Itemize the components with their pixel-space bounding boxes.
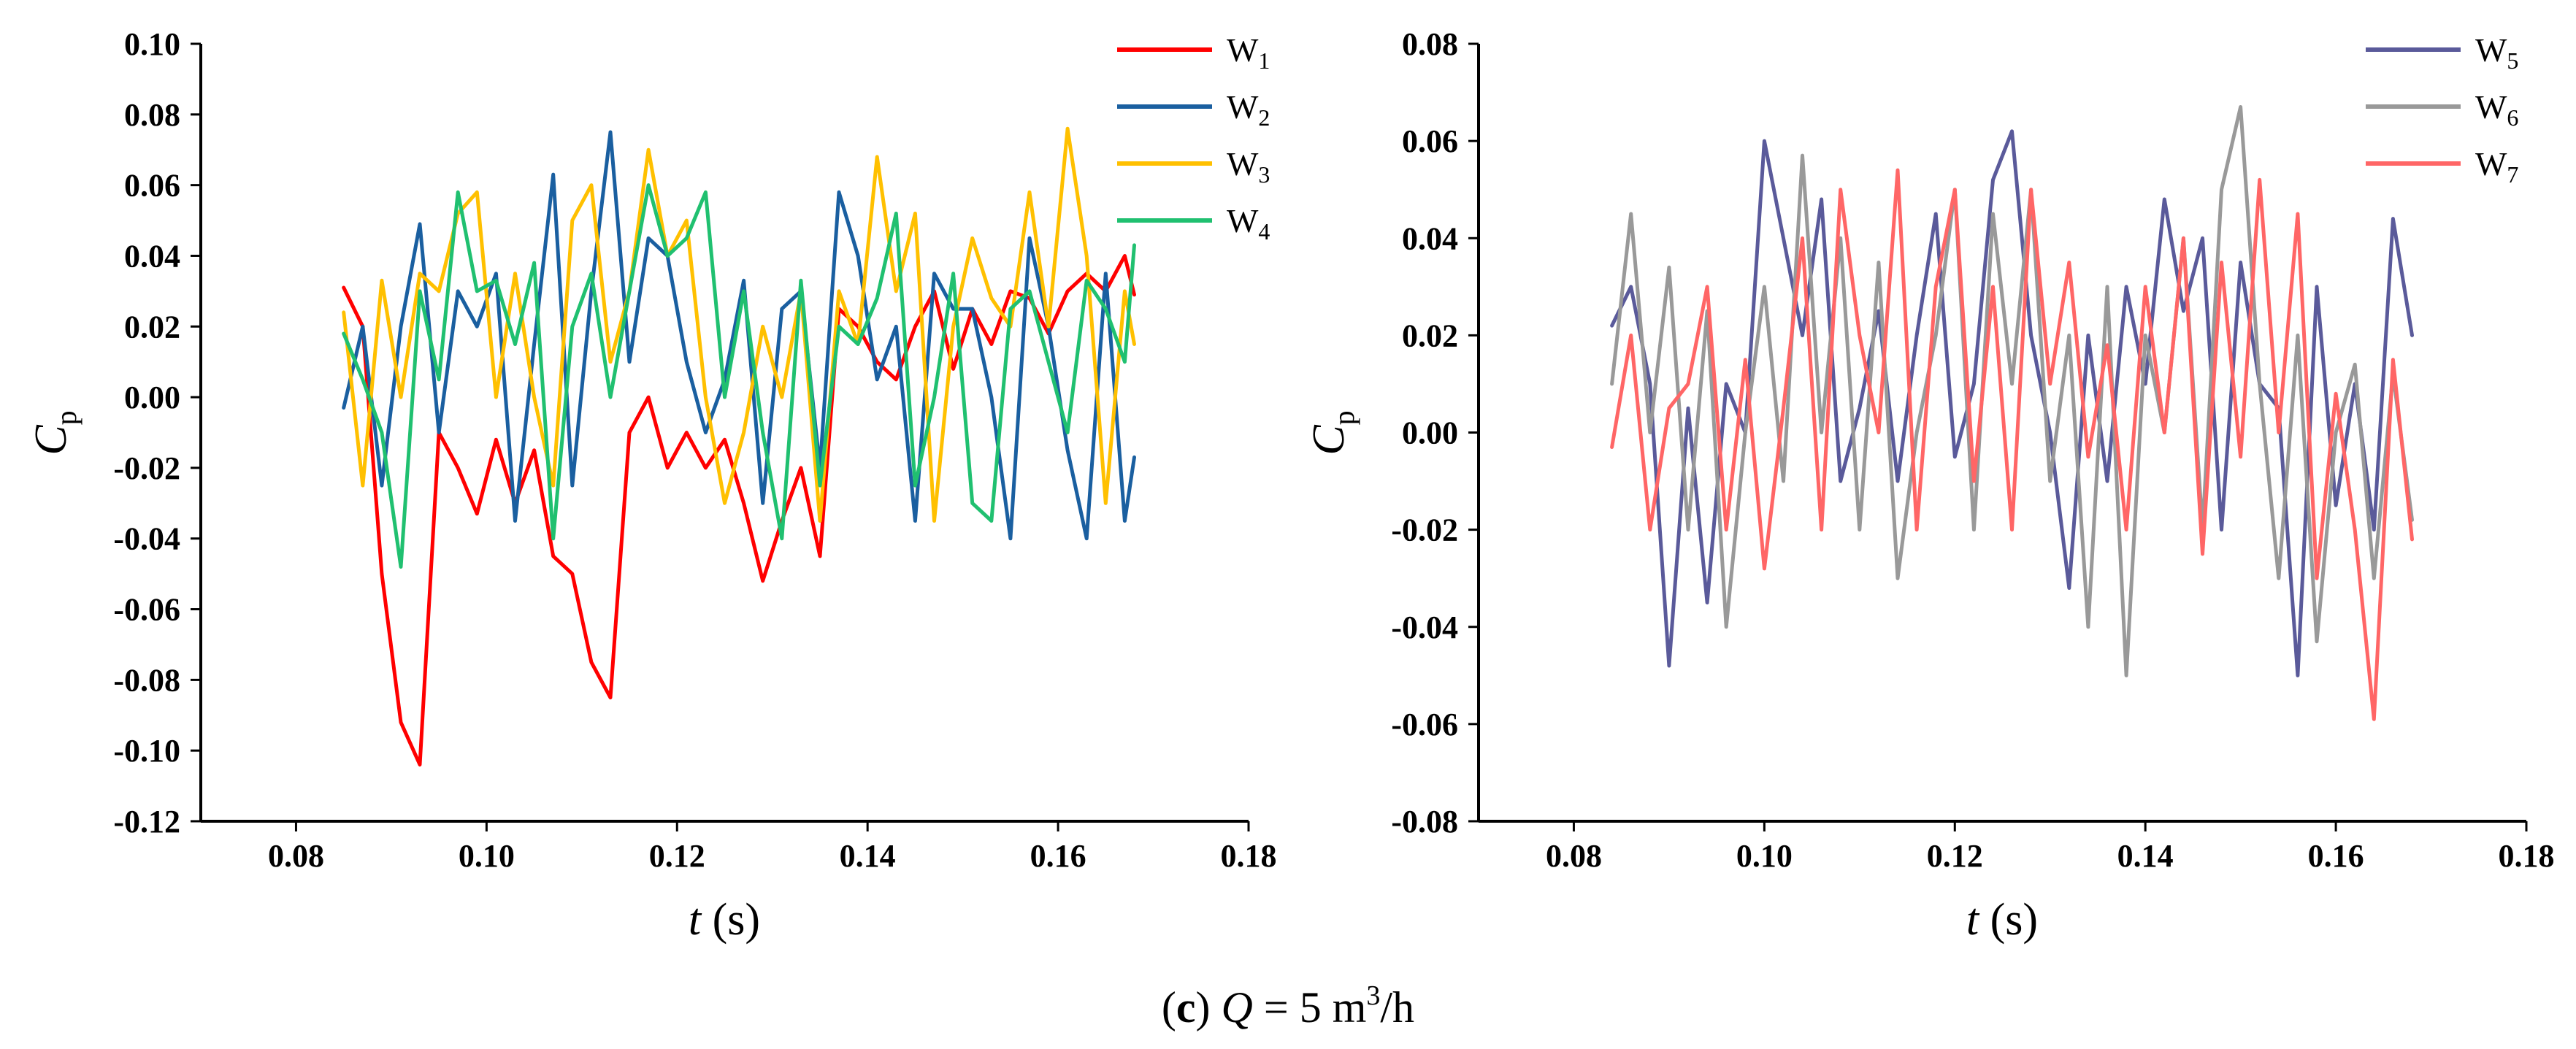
right-x-tick-label: 0.10	[1736, 838, 1793, 874]
right-y-tick-label: -0.08	[1391, 804, 1458, 839]
right-chart: 0.08 0.10 0.12 0.14 0.16 0.18 0.08 0.06 0.04 0.02…	[1304, 26, 2555, 945]
left-x-tick-label: 0.12	[649, 838, 705, 874]
right-y-tick-label: -0.04	[1391, 610, 1458, 645]
left-y-tick-label: -0.02	[113, 450, 180, 486]
right-y-tick-label: 0.06	[1402, 123, 1458, 159]
legend-label-w6: W6	[2475, 88, 2518, 131]
left-x-tick-label: 0.18	[1221, 838, 1277, 874]
right-y-tick-label: -0.06	[1391, 707, 1458, 742]
right-series-w7	[1610, 168, 2414, 721]
right-x-tick-label: 0.12	[1927, 838, 1983, 874]
left-y-tick-label: -0.04	[113, 521, 180, 557]
left-y-tick-label: 0.02	[124, 309, 180, 345]
right-series-w6	[1610, 105, 2414, 677]
legend-label-w3: W3	[1227, 145, 1270, 188]
left-series-w4	[342, 183, 1136, 569]
legend-label-w7: W7	[2475, 145, 2518, 188]
right-y-tick-label: -0.02	[1391, 512, 1458, 548]
left-chart: 0.08 0.10 0.12 0.14 0.16 0.18 0.10 0.08 0.06 0.04…	[26, 26, 1277, 945]
left-y-tick-label: 0.06	[124, 168, 180, 204]
left-y-tick-label: 0.00	[124, 380, 180, 415]
left-y-tick-label: -0.08	[113, 662, 180, 698]
legend-label-w1: W1	[1227, 31, 1270, 74]
left-y-tick-label: 0.10	[124, 26, 180, 62]
right-y-tick-label: 0.04	[1402, 220, 1458, 256]
left-y-tick-label: 0.04	[124, 238, 180, 274]
right-y-tick-label: 0.02	[1402, 318, 1458, 353]
left-x-tick-label: 0.10	[459, 838, 515, 874]
left-series-w2	[342, 130, 1136, 541]
left-y-tick-label: 0.08	[124, 97, 180, 133]
left-x-tick-label: 0.08	[268, 838, 324, 874]
left-series-w1	[342, 254, 1136, 766]
legend-label-w5: W5	[2475, 31, 2518, 74]
left-y-tick-label: -0.10	[113, 733, 180, 769]
left-x-tick-label: 0.14	[840, 838, 896, 874]
right-x-tick-label: 0.14	[2117, 838, 2174, 874]
right-x-tick-label: 0.18	[2499, 838, 2555, 874]
right-y-tick-label: 0.08	[1402, 26, 1458, 62]
left-y-tick-label: -0.06	[113, 592, 180, 628]
left-y-axis-title: Cp	[26, 410, 83, 455]
right-y-tick-label: 0.00	[1402, 415, 1458, 451]
legend-label-w2: W2	[1227, 88, 1270, 131]
right-x-tick-label: 0.16	[2308, 838, 2364, 874]
left-y-tick-label: -0.12	[113, 804, 180, 839]
left-x-axis-title: t (s)	[689, 895, 760, 945]
right-x-axis-title: t (s)	[1966, 895, 2038, 945]
left-x-tick-label: 0.16	[1030, 838, 1086, 874]
legend-label-w4: W4	[1227, 202, 1270, 245]
right-y-axis-title: Cp	[1304, 410, 1360, 455]
right-x-tick-label: 0.08	[1546, 838, 1602, 874]
figure-caption: (c) Q = 5 m3/h	[1162, 980, 1414, 1031]
